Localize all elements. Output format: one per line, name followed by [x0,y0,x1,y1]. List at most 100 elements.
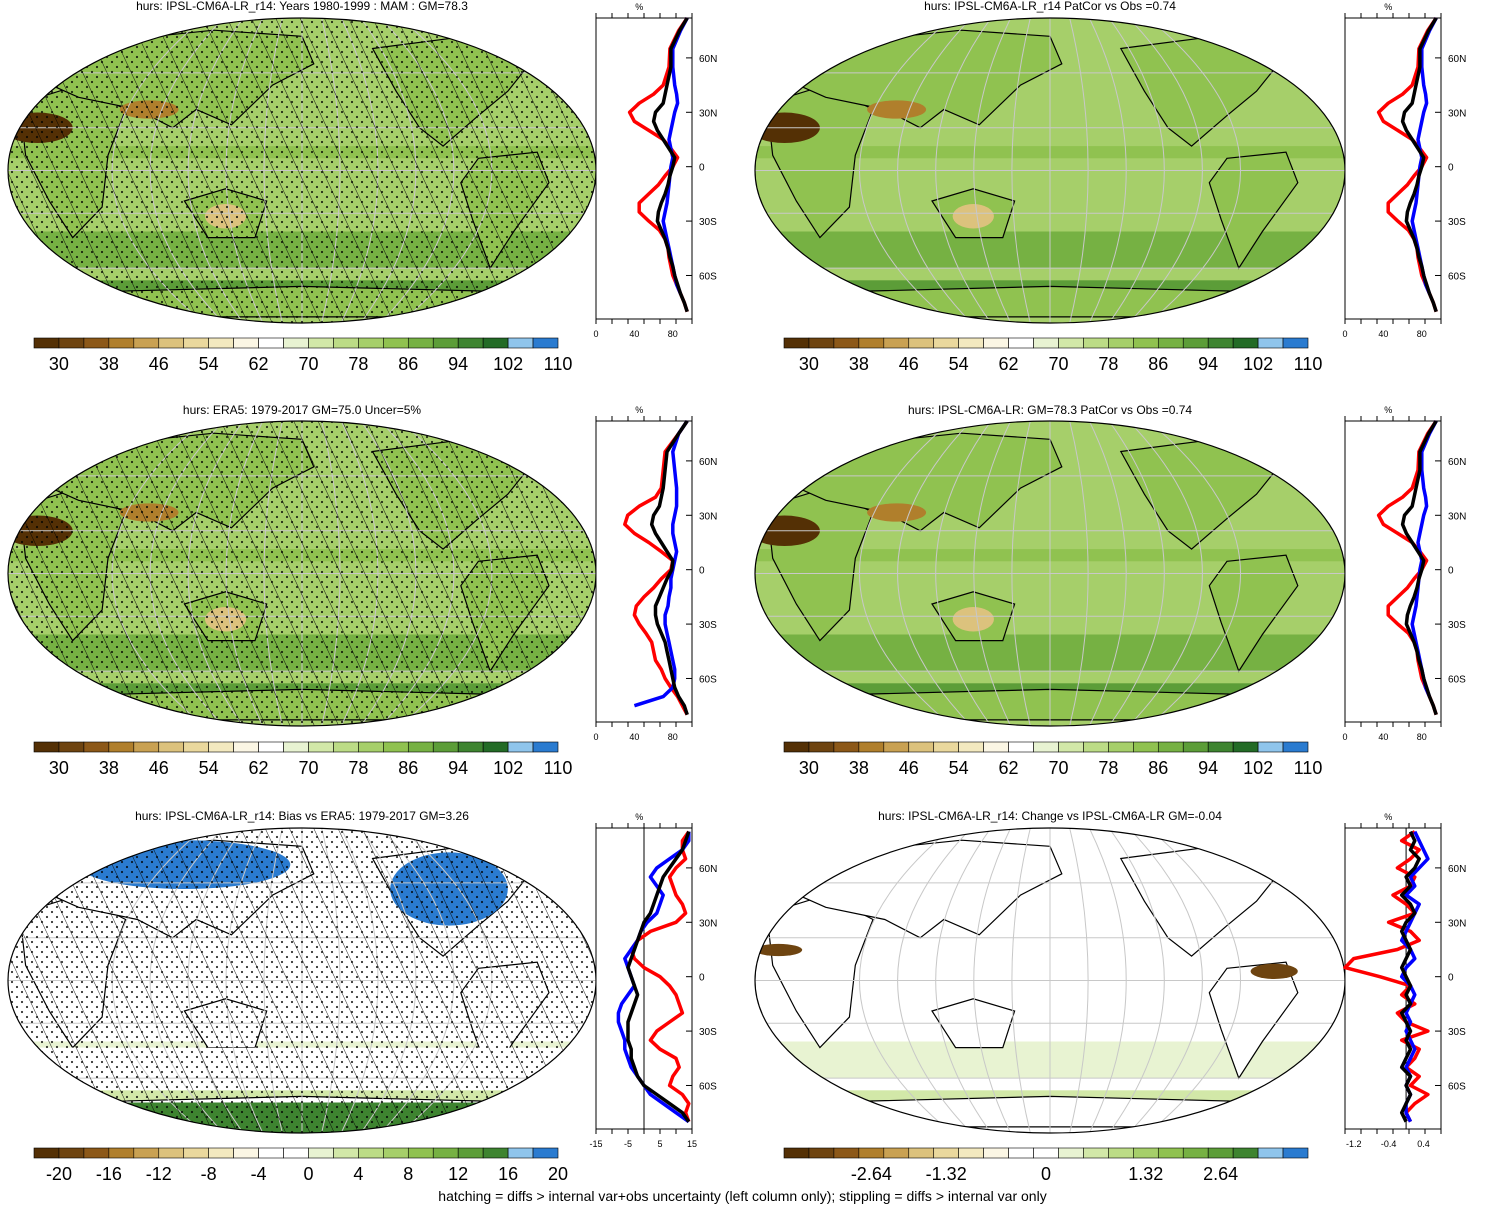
profile-line-black [649,420,689,716]
colorbar-box [1083,1147,1109,1159]
zonal-profile-3: % 60N 30N 0 30S 60S 0 40 80 [593,405,717,742]
longitude-gridline [897,421,972,726]
colorbar-label: 86 [398,758,418,778]
profile-line-blue [633,420,689,708]
colorbar-box [883,1147,910,1159]
profile-line-red [1376,420,1438,716]
profile-x-label: 0 [593,329,598,339]
profile-frame [1344,827,1442,1130]
colorbar-box [358,741,384,753]
colorbar-box [457,337,484,349]
colorbar-label: 70 [298,758,318,778]
colorbar-box [1282,337,1309,349]
colorbar-box [532,741,559,753]
samerica-land [1208,554,1299,673]
colorbar-label: 78 [348,354,368,374]
colorbar-label: 20 [548,1164,568,1184]
colorbar-box [58,1147,85,1159]
colorbar-box [1182,337,1209,349]
colorbar-box [108,741,135,753]
colorbar-box [983,1147,1009,1159]
colorbar-box [283,337,309,349]
colorbar-label: 30 [799,354,819,374]
longitude-gridline [1069,18,1089,323]
change-drying-region [1250,963,1298,979]
profile-unit-label: % [1384,812,1392,822]
profile-x-label: 40 [1378,732,1388,742]
colorbar-box [507,1147,534,1159]
colorbar-box [883,741,910,753]
colorbar-box [457,1147,484,1159]
colorbar-box [83,337,110,349]
colorbar-label: 12 [448,1164,468,1184]
profile-x-label: -15 [589,1139,602,1149]
colorbar-box [358,1147,384,1159]
profile-lat-label: 60N [1448,864,1466,875]
colorbar-label: -8 [201,1164,217,1184]
profile-unit-label: % [635,405,643,415]
colorbar-box [183,337,209,349]
change-drying-region [755,943,803,957]
colorbar-label: -1.32 [926,1164,967,1184]
colorbar-box [333,337,359,349]
longitude-gridline [1108,828,1165,1133]
colorbar-box [457,741,484,753]
colorbar-box [33,741,60,753]
colorbar-label: 54 [949,758,969,778]
zonal-profile-2: % 60N 30N 0 30S 60S 0 40 80 [1342,2,1466,339]
colorbar-label: 8 [403,1164,413,1184]
colorbar-label: 2.64 [1203,1164,1238,1184]
colorbar-box [308,1147,334,1159]
profile-lat-label: 0 [699,163,705,174]
colorbar-box [532,337,559,349]
longitude-gridline [1128,828,1203,1133]
colorbar-label: 86 [1148,354,1168,374]
profile-lat-label: 0 [1448,163,1454,174]
longitude-gridline [935,828,992,1133]
colorbar-2: 30 38 46 54 62 70 78 86 94 102 110 [783,337,1322,374]
profile-frame [595,17,693,320]
longitude-gridline [1108,421,1165,726]
colorbar-label: 38 [849,354,869,374]
colorbar-box [783,1147,810,1159]
colorbar-box [158,337,185,349]
colorbar-box [1133,337,1159,349]
colorbar-box [507,337,534,349]
profile-unit-label: % [1384,2,1392,12]
colorbar-box [383,741,409,753]
colorbar-4: 30 38 46 54 62 70 78 86 94 102 110 [783,741,1322,778]
colorbar-box [1108,1147,1134,1159]
profile-line-red [623,420,689,716]
profile-lat-label: 30S [1448,217,1466,228]
stippling-overlay [8,18,596,323]
profile-x-label: 40 [629,329,639,339]
mideast-dry-region [867,503,927,522]
colorbar-box [133,741,160,753]
profile-x-label: 0.4 [1417,1139,1430,1149]
colorbar-box [1083,337,1109,349]
colorbar-box [1257,741,1284,753]
longitude-gridline [973,828,1012,1133]
colorbar-label: 0 [1041,1164,1051,1184]
map-panel-5 [7,827,597,1134]
longitude-gridline [1088,421,1127,726]
profile-x-label: 80 [668,329,678,339]
panel-title-4: hurs: IPSL-CM6A-LR: GM=78.3 PatCor vs Ob… [908,403,1192,417]
colorbar-box [108,1147,135,1159]
profile-lat-label: 60S [1448,1081,1466,1092]
profile-lat-label: 60S [699,271,717,282]
colorbar-label: 70 [298,354,318,374]
colorbar-box [958,1147,984,1159]
colorbar-label: 78 [1098,354,1118,374]
zonal-profile-6: % 60N 30N 0 30S 60S -1.2 -0.4 0.4 [1343,812,1466,1149]
colorbar-label: 4 [353,1164,363,1184]
colorbar-box [1232,741,1259,753]
colorbar-6: -2.64 -1.32 0 1.32 2.64 [783,1147,1309,1184]
colorbar-box [208,1147,234,1159]
colorbar-box [1058,337,1084,349]
colorbar-label: -16 [96,1164,122,1184]
colorbar-label: 30 [49,354,69,374]
colorbar-label: 62 [249,758,269,778]
colorbar-box [1207,337,1234,349]
profile-x-label: 15 [687,1139,697,1149]
